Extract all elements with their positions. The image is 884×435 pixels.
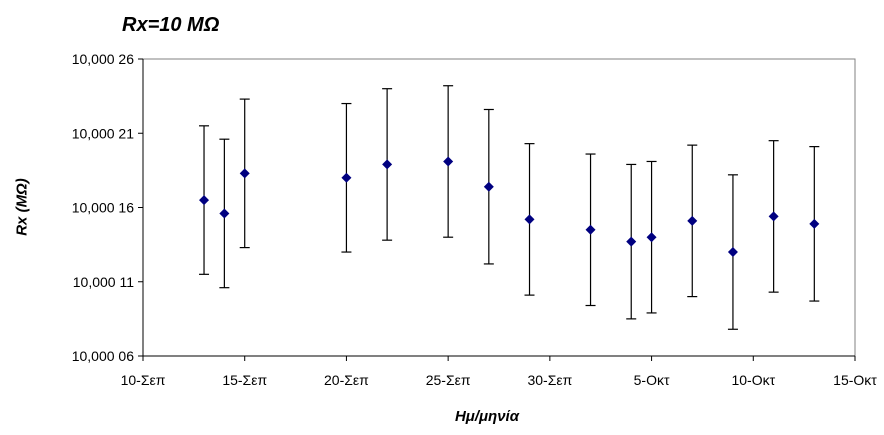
data-point bbox=[443, 156, 454, 167]
data-point bbox=[341, 172, 352, 183]
x-tick-label: 25-Σεπ bbox=[426, 372, 471, 388]
data-point bbox=[219, 208, 230, 219]
x-tick-label: 15-Οκτ bbox=[833, 372, 877, 388]
x-tick-label: 5-Οκτ bbox=[634, 372, 670, 388]
chart-title: Rx=10 MΩ bbox=[122, 14, 220, 36]
y-tick-label: 10,000 11 bbox=[73, 274, 134, 290]
x-tick-label: 20-Σεπ bbox=[324, 372, 369, 388]
data-point bbox=[809, 218, 820, 229]
data-point bbox=[687, 215, 698, 226]
axes bbox=[138, 58, 856, 361]
data-point bbox=[382, 159, 393, 170]
y-tick-label: 10,000 26 bbox=[72, 51, 134, 67]
x-tick-label: 15-Σεπ bbox=[222, 372, 267, 388]
data-marks bbox=[199, 85, 820, 330]
data-point bbox=[199, 195, 210, 206]
data-point bbox=[768, 211, 779, 222]
x-tick-label: 30-Σεπ bbox=[527, 372, 572, 388]
data-point bbox=[239, 168, 250, 179]
y-tick-label: 10,000 16 bbox=[72, 200, 134, 216]
data-point bbox=[727, 247, 738, 258]
data-point bbox=[585, 224, 596, 235]
tick-labels: 10,000 06 10,000 11 10,000 16 10,000 21 10,0… bbox=[72, 51, 878, 388]
data-point bbox=[646, 232, 657, 243]
y-tick-label: 10,000 21 bbox=[72, 125, 134, 141]
plot-area-border bbox=[142, 58, 856, 357]
data-point bbox=[524, 214, 535, 225]
x-axis-label: Ημ/μηνία bbox=[454, 408, 520, 425]
data-point bbox=[626, 236, 637, 247]
x-tick-label: 10-Οκτ bbox=[731, 372, 775, 388]
x-tick-label: 10-Σεπ bbox=[121, 372, 166, 388]
y-tick-label: 10,000 06 bbox=[72, 348, 134, 364]
data-point bbox=[483, 181, 494, 192]
